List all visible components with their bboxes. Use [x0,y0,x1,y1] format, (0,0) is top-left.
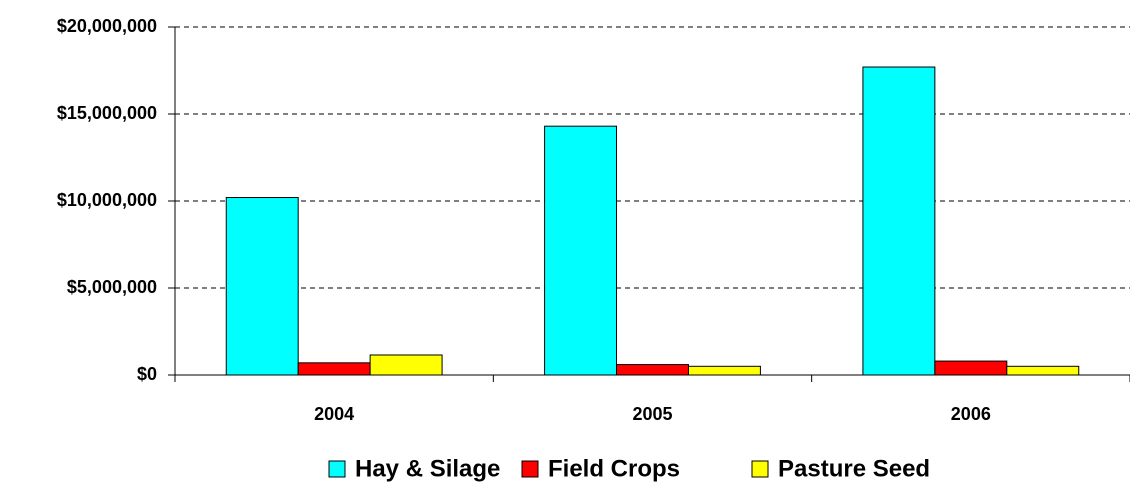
bar [369,354,443,376]
bar [862,66,936,376]
legend-swatch [328,460,346,478]
legend-label: Field Crops [548,455,680,482]
y-tick-label: $15,000,000 [57,103,157,123]
y-tick-label: $20,000,000 [57,16,157,36]
bar [616,364,689,376]
bar [687,365,761,376]
bar [1006,365,1080,376]
y-tick-label: $5,000,000 [67,277,157,297]
x-tick-label: 2005 [632,404,672,424]
legend-swatch [521,460,539,478]
legend-label: Pasture Seed [778,455,930,482]
y-tick-label: $0 [137,364,157,384]
bar [225,197,299,376]
legend-label: Hay & Silage [355,455,500,482]
bar [544,125,618,376]
y-tick-label: $10,000,000 [57,190,157,210]
x-tick-label: 2006 [951,404,991,424]
bar [934,360,1008,376]
x-tick-label: 2004 [314,404,354,424]
legend-swatch [751,460,769,478]
bar [297,362,371,376]
